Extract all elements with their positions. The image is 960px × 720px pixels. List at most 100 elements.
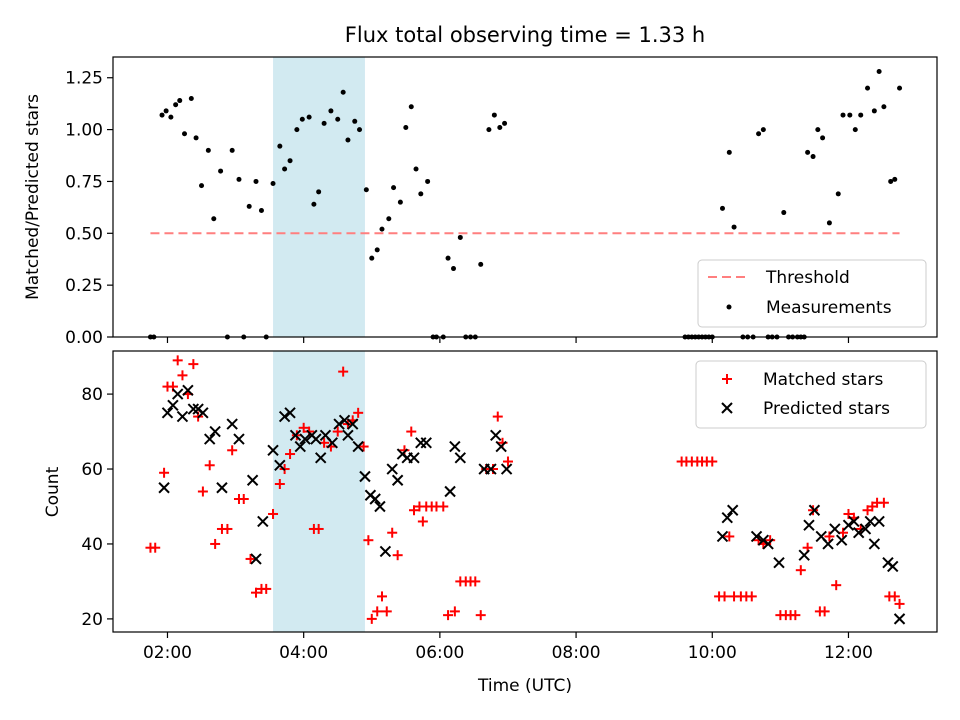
matched-point — [819, 606, 830, 617]
predicted-point — [495, 440, 507, 453]
predicted-point — [386, 463, 398, 475]
ratio-plot-frame — [112, 56, 938, 338]
measurement-point — [182, 131, 188, 137]
measurement-point — [363, 187, 369, 193]
measurement-point — [881, 104, 887, 110]
legend-matched-label: Matched stars — [763, 370, 883, 390]
measurement-point — [193, 135, 199, 141]
predicted-point — [203, 433, 216, 445]
predicted-point — [716, 530, 729, 543]
measurement-point — [357, 127, 363, 133]
predicted-point — [726, 504, 739, 516]
predicted-point — [408, 452, 420, 464]
measurement-point — [847, 112, 853, 118]
ratio-legend-box — [697, 259, 927, 328]
count-x-axis: 02:00 04:00 06:00 08:00 10:00 12:00 — [143, 632, 873, 663]
legend-measurements-swatch — [726, 304, 732, 310]
matched-point — [790, 610, 801, 621]
measurement-point — [858, 112, 864, 118]
measurement-point — [760, 127, 766, 133]
y-tick-label: 60 — [81, 460, 103, 480]
predicted-point — [873, 515, 885, 528]
matched-point — [338, 366, 349, 377]
y-tick-label: 0.25 — [65, 276, 103, 296]
predicted-point — [267, 444, 279, 456]
measurement-point — [188, 95, 194, 101]
matched-point — [172, 355, 183, 366]
predicted-point — [274, 459, 286, 471]
predicted-point — [835, 534, 848, 546]
matched-point — [387, 527, 398, 538]
matched-point — [313, 523, 324, 534]
measurement-point — [491, 112, 497, 118]
measurement-point — [892, 176, 898, 182]
predicted-point — [803, 519, 815, 531]
matched-point — [724, 531, 735, 542]
measurement-point — [719, 205, 725, 211]
predicted-point — [250, 553, 262, 565]
count-legend: Matched stars Predicted stars — [695, 360, 927, 429]
matched-point — [372, 606, 383, 617]
matched-point — [274, 479, 285, 490]
measurement-point — [876, 69, 882, 75]
measurement-point — [756, 131, 762, 137]
matched-point — [765, 535, 776, 546]
predicted-point — [868, 538, 881, 550]
measurement-point — [369, 255, 375, 261]
matched-point — [268, 508, 279, 519]
predicted-point — [226, 418, 238, 430]
predicted-point — [182, 384, 194, 397]
predicted-point — [773, 556, 785, 569]
y-tick-label: 1.25 — [65, 69, 103, 89]
ratio-y-axis: 0.00 0.25 0.50 0.75 1.00 1.25 — [65, 69, 113, 348]
predicted-point — [167, 399, 179, 412]
predicted-point — [490, 429, 502, 442]
matched-point — [889, 591, 900, 602]
predicted-point — [314, 452, 327, 464]
measurement-point — [805, 149, 811, 155]
predicted-point — [359, 470, 371, 483]
measurement-point — [781, 210, 787, 216]
count-y-axis: 20 40 60 80 — [81, 385, 113, 630]
matched-point — [245, 553, 256, 564]
predicted-point — [762, 538, 774, 550]
ratio-panel: 0.00 0.25 0.50 0.75 1.00 1.25 Matched/Predict… — [23, 56, 938, 348]
measurement-point — [840, 112, 846, 118]
matched-point — [392, 550, 403, 561]
predicted-point — [848, 515, 860, 528]
x-tick-label: 12:00 — [824, 643, 873, 663]
count-legend-box — [695, 360, 927, 429]
measurement-point — [418, 191, 424, 197]
measurement-point — [425, 178, 431, 184]
predicted-point — [310, 433, 322, 445]
matched-point — [831, 580, 842, 591]
measurement-point — [726, 149, 732, 155]
measurement-point — [299, 116, 305, 122]
measurement-point — [374, 247, 380, 253]
predicted-point — [887, 560, 899, 573]
matched-point — [222, 523, 233, 534]
predicted-point — [449, 440, 461, 453]
ratio-legend: Threshold Measurements — [697, 259, 927, 328]
matched-point — [261, 583, 272, 594]
matched-point — [210, 538, 221, 549]
measurement-point — [258, 207, 264, 213]
predicted-point — [454, 452, 467, 464]
predicted-point — [808, 504, 821, 516]
matched-point — [251, 587, 262, 598]
matched-point — [197, 486, 208, 497]
legend-cross-marker — [721, 402, 733, 414]
predicted-point — [721, 512, 733, 524]
measurement-point — [177, 98, 183, 104]
y-tick-label: 40 — [81, 535, 103, 555]
matched-point — [746, 591, 757, 602]
predicted-point — [352, 440, 364, 453]
measurement-point — [328, 108, 334, 114]
predicted-point — [369, 493, 381, 505]
matched-point — [188, 359, 199, 370]
y-tick-label: 0.50 — [65, 224, 103, 244]
measurement-point — [450, 266, 456, 272]
highlight-span — [273, 351, 365, 632]
measurement-point — [403, 125, 409, 131]
